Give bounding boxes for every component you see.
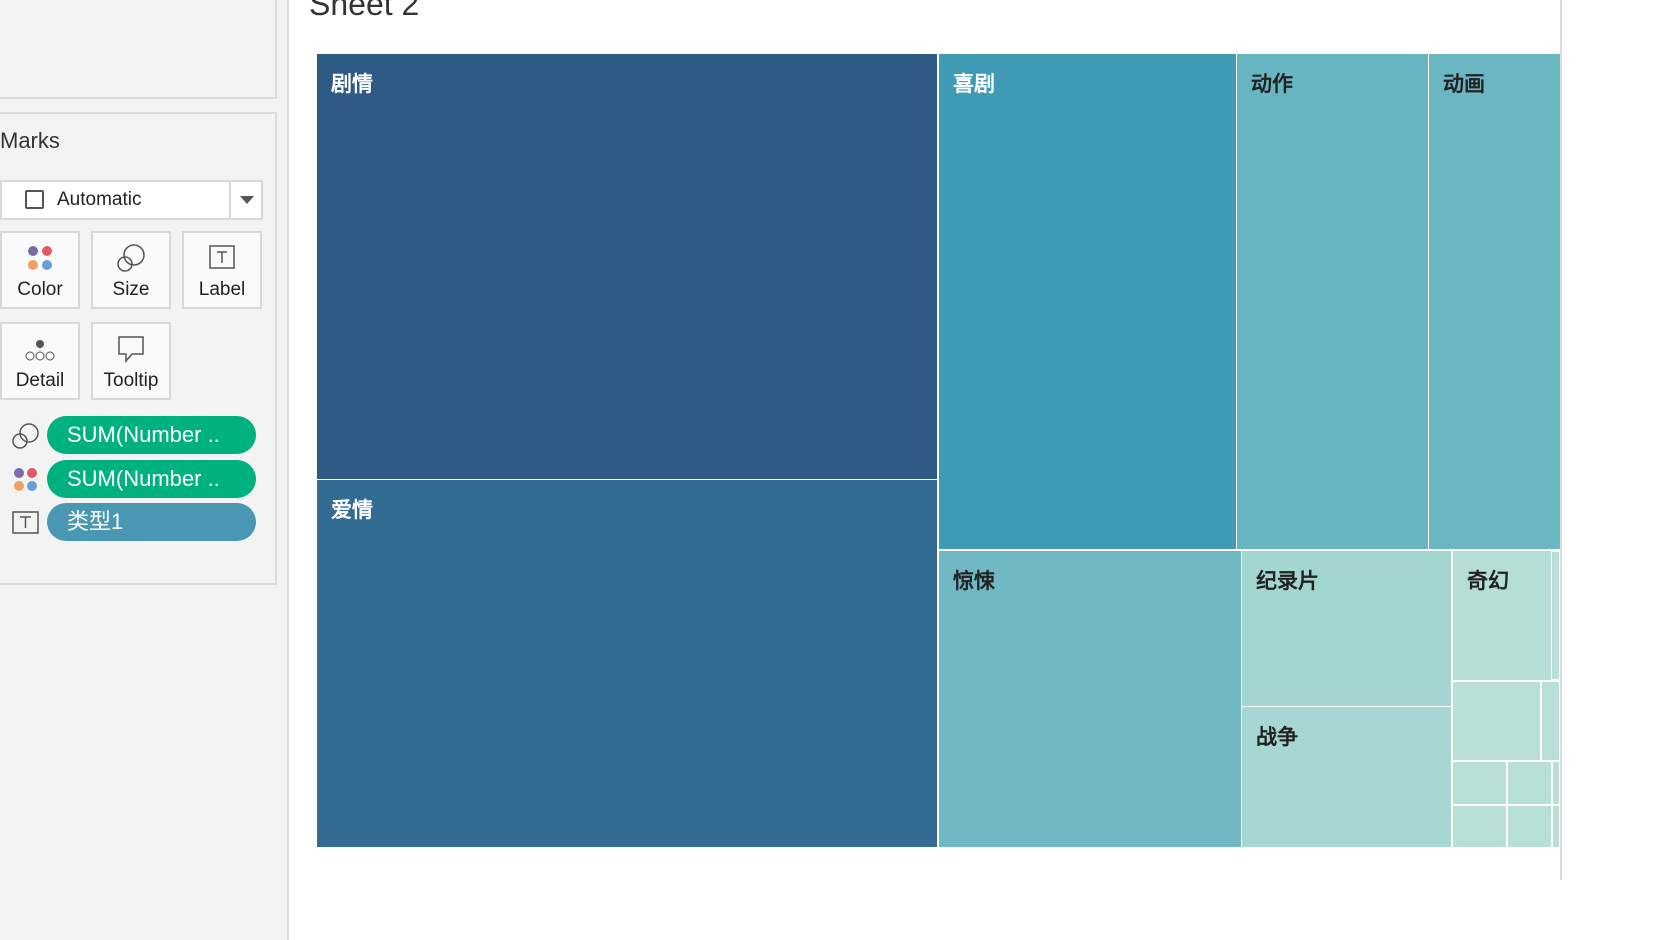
tile[interactable]: 动画 (1428, 53, 1561, 550)
color-button[interactable]: Color (0, 231, 80, 309)
mark-type-dropdown[interactable]: Automatic (0, 180, 263, 220)
tooltip-button[interactable]: Tooltip (91, 322, 171, 400)
marks-title: Marks (0, 128, 60, 153)
tile[interactable]: 爱情 (316, 479, 938, 848)
color-pill[interactable]: SUM(Number .. (47, 460, 256, 498)
tile-label: 战争 (1256, 726, 1298, 749)
tile-label: 喜剧 (953, 73, 995, 96)
tile (1552, 805, 1560, 848)
tile[interactable]: 剧情 (316, 53, 938, 480)
tile (1452, 681, 1541, 761)
tile (1552, 761, 1560, 805)
tile-label: 动作 (1251, 73, 1293, 96)
tile[interactable]: 动作 (1236, 53, 1429, 550)
tile (1551, 551, 1560, 680)
size-button[interactable]: Size (91, 231, 171, 309)
detail-button[interactable]: Detail (0, 322, 80, 400)
tile (1452, 805, 1507, 848)
label-icon (12, 511, 39, 534)
tile[interactable]: 战争 (1241, 706, 1452, 848)
button-label: Label (198, 279, 246, 300)
tile-label: 奇幻 (1467, 570, 1509, 593)
marks-card: Marks Automatic Color Size Label Detail … (0, 112, 277, 585)
sheet-title: Sheet 2 (309, 0, 420, 22)
filters-card (0, 0, 277, 99)
color-icon (14, 468, 37, 491)
side-panel: Marks Automatic Color Size Label Detail … (0, 0, 289, 940)
divider (229, 182, 231, 218)
mark-icon (25, 190, 44, 209)
button-label: Color (17, 279, 63, 300)
tile[interactable]: 纪录片 (1241, 550, 1452, 707)
tile-label: 惊悚 (953, 570, 995, 593)
tile (1507, 761, 1552, 805)
scrollbar (1560, 0, 1562, 880)
tile-label: 动画 (1443, 73, 1485, 96)
tile (1452, 761, 1507, 805)
size-pill[interactable]: SUM(Number .. (47, 416, 256, 454)
button-label: Size (112, 279, 150, 300)
label-pill[interactable]: 类型1 (47, 503, 256, 541)
tile-label: 爱情 (331, 499, 373, 522)
tile-label: 纪录片 (1256, 570, 1319, 593)
tile[interactable]: 喜剧 (938, 53, 1237, 550)
label-button[interactable]: Label (182, 231, 262, 309)
tile[interactable]: 惊悚 (938, 550, 1242, 848)
tile[interactable]: 奇幻 (1452, 550, 1552, 681)
tile (1507, 805, 1552, 848)
button-label: Tooltip (103, 370, 159, 391)
button-label: Detail (15, 370, 65, 391)
tile (1541, 681, 1560, 761)
mark-type: Automatic (57, 189, 142, 210)
size-icon (12, 423, 39, 449)
dropdown-arrow (240, 196, 254, 204)
tile-label: 剧情 (331, 73, 373, 96)
